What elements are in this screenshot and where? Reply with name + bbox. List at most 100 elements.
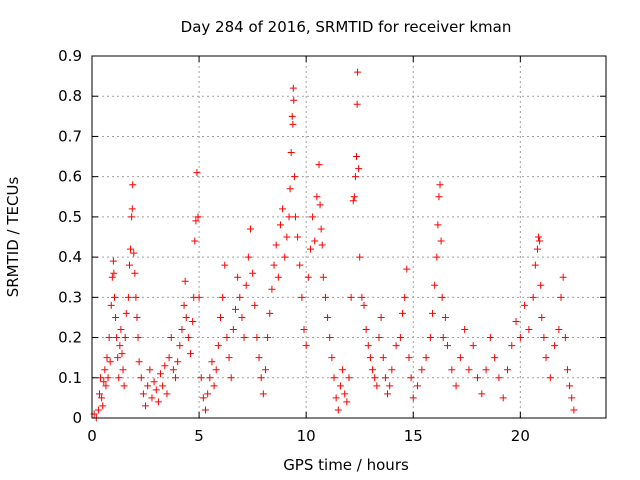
data-point <box>266 309 274 317</box>
data-point <box>499 394 507 402</box>
data-point <box>386 382 394 390</box>
data-point <box>217 313 224 321</box>
data-point <box>334 406 342 414</box>
data-point <box>112 313 120 321</box>
data-point <box>306 245 314 253</box>
axis-ticks: 0 0.1 0.2 0.3 0.4 0.5 0.6 0.7 0.8 0.9 0 5 10 15 20 <box>58 47 606 445</box>
data-point <box>212 366 220 374</box>
data-point <box>555 326 563 334</box>
data-point <box>298 293 306 301</box>
data-point <box>134 334 142 342</box>
data-point <box>433 253 441 261</box>
data-point <box>328 354 336 362</box>
data-point <box>101 366 109 374</box>
data-point <box>369 366 377 374</box>
data-point <box>219 293 227 301</box>
data-point <box>401 293 409 301</box>
data-point <box>110 269 118 277</box>
data-point <box>231 305 239 313</box>
data-point <box>120 382 128 390</box>
data-point <box>465 366 473 374</box>
data-point <box>290 96 298 104</box>
data-point <box>347 293 355 301</box>
data-point <box>144 382 152 390</box>
data-point <box>379 354 387 362</box>
data-point <box>238 313 246 321</box>
y-tick-label: 0.2 <box>58 329 82 347</box>
data-point <box>279 205 287 213</box>
data-point <box>525 326 533 334</box>
data-point <box>486 334 494 342</box>
data-point <box>113 334 121 342</box>
data-point <box>244 253 252 261</box>
data-point <box>373 382 381 390</box>
data-point <box>529 293 537 301</box>
data-point <box>131 269 139 277</box>
data-point <box>206 374 214 382</box>
x-tick-label: 15 <box>404 427 423 445</box>
data-point <box>561 334 569 342</box>
data-point <box>109 257 117 265</box>
data-point <box>268 285 276 293</box>
data-point <box>366 354 374 362</box>
data-point <box>234 273 242 281</box>
data-point <box>538 313 546 321</box>
data-point <box>508 342 516 350</box>
data-point <box>377 313 385 321</box>
data-point <box>150 378 158 386</box>
data-point <box>157 370 165 378</box>
data-point <box>261 366 269 374</box>
data-point <box>251 301 259 309</box>
y-tick-label: 0.3 <box>58 288 82 306</box>
data-point <box>174 358 182 366</box>
data-point <box>289 84 297 92</box>
data-point <box>441 313 449 321</box>
data-point <box>121 334 129 342</box>
data-point <box>422 354 430 362</box>
data-point <box>399 309 407 317</box>
data-point <box>253 334 261 342</box>
data-point <box>563 366 571 374</box>
data-point <box>495 374 503 382</box>
data-point <box>161 362 169 370</box>
data-point <box>159 382 167 390</box>
data-point <box>474 374 481 382</box>
data-point <box>435 193 443 201</box>
data-point <box>187 350 195 358</box>
data-point <box>208 358 216 366</box>
data-point <box>98 394 106 402</box>
data-point <box>128 205 136 213</box>
y-tick-label: 0.9 <box>58 47 82 65</box>
data-point <box>356 253 364 261</box>
data-point <box>130 249 138 257</box>
x-tick-label: 20 <box>511 427 530 445</box>
data-point <box>388 366 396 374</box>
x-tick-label: 0 <box>87 427 97 445</box>
data-point <box>229 326 237 334</box>
data-point <box>566 382 574 390</box>
data-point <box>482 366 490 374</box>
data-point <box>97 374 105 382</box>
data-point <box>414 382 422 390</box>
data-point <box>142 402 150 410</box>
data-point <box>104 374 112 382</box>
data-point <box>542 354 550 362</box>
data-point <box>354 68 362 76</box>
data-point <box>516 334 524 342</box>
data-point <box>202 406 210 414</box>
data-point <box>289 120 297 128</box>
data-point <box>533 245 541 253</box>
data-point <box>371 374 379 382</box>
data-point <box>167 334 175 342</box>
data-point <box>551 342 559 350</box>
data-point <box>557 293 565 301</box>
data-point <box>437 237 445 245</box>
plot-frame <box>91 55 607 419</box>
data-point <box>288 112 296 120</box>
y-axis-label: SRMTID / TECUs <box>4 177 22 298</box>
data-point <box>99 402 107 410</box>
data-points <box>90 68 578 422</box>
data-point <box>94 406 102 414</box>
data-point <box>283 233 291 241</box>
data-point <box>214 342 222 350</box>
